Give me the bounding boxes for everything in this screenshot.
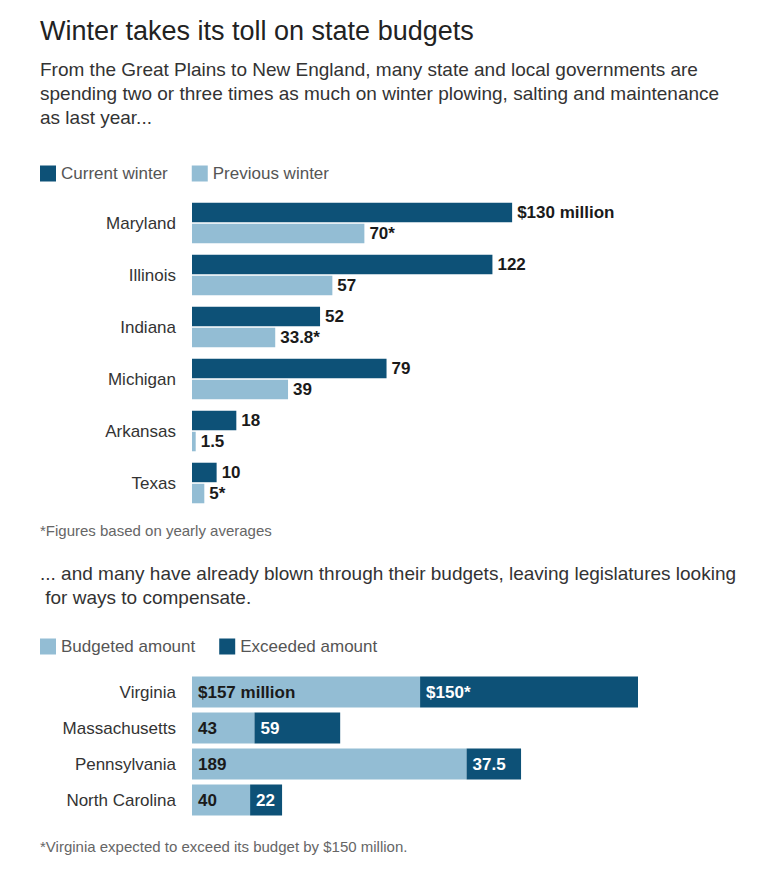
- svg-text:*Figures based on yearly avera: *Figures based on yearly averages: [40, 522, 272, 539]
- svg-text:Indiana: Indiana: [120, 318, 176, 337]
- svg-text:Massachusetts: Massachusetts: [63, 719, 176, 738]
- svg-text:*Virginia expected to exceed i: *Virginia expected to exceed its budget …: [40, 838, 407, 855]
- svg-text:43: 43: [198, 719, 217, 738]
- svg-text:Illinois: Illinois: [129, 266, 176, 285]
- svg-text:Budgeted amount: Budgeted amount: [61, 637, 195, 656]
- svg-text:for ways to compensate.: for ways to compensate.: [40, 587, 251, 608]
- svg-text:5*: 5*: [209, 484, 225, 503]
- svg-text:as last year...: as last year...: [40, 107, 152, 128]
- svg-text:spending two or three times as: spending two or three times as much on w…: [40, 83, 724, 104]
- svg-text:Current winter: Current winter: [61, 164, 168, 183]
- svg-text:57: 57: [337, 276, 356, 295]
- svg-text:1.5: 1.5: [201, 432, 225, 451]
- svg-text:52: 52: [325, 307, 344, 326]
- svg-text:From the Great Plains to New E: From the Great Plains to New England, ma…: [40, 59, 703, 80]
- svg-text:Michigan: Michigan: [108, 370, 176, 389]
- svg-text:... and many have already blow: ... and many have already blown through …: [40, 563, 736, 584]
- svg-text:18: 18: [241, 411, 260, 430]
- svg-text:10: 10: [222, 463, 241, 482]
- svg-text:37.5: 37.5: [473, 755, 506, 774]
- svg-text:Texas: Texas: [132, 474, 176, 493]
- svg-text:33.8*: 33.8*: [280, 328, 320, 347]
- svg-text:Virginia: Virginia: [120, 683, 177, 702]
- svg-text:122: 122: [497, 255, 525, 274]
- svg-text:Winter takes its toll on state: Winter takes its toll on state budgets: [40, 16, 474, 46]
- svg-text:Exceeded amount: Exceeded amount: [240, 637, 377, 656]
- svg-text:79: 79: [392, 359, 411, 378]
- svg-text:39: 39: [293, 380, 312, 399]
- svg-text:$150*: $150*: [426, 683, 471, 702]
- svg-text:Previous winter: Previous winter: [213, 164, 330, 183]
- svg-text:$157 million: $157 million: [198, 683, 295, 702]
- svg-text:70*: 70*: [369, 224, 395, 243]
- svg-text:Maryland: Maryland: [106, 214, 176, 233]
- svg-text:Arkansas: Arkansas: [105, 422, 176, 441]
- svg-text:North Carolina: North Carolina: [66, 791, 176, 810]
- svg-text:$130 million: $130 million: [517, 203, 614, 222]
- svg-text:189: 189: [198, 755, 226, 774]
- svg-text:Pennsylvania: Pennsylvania: [75, 755, 177, 774]
- svg-text:40: 40: [198, 791, 217, 810]
- svg-text:22: 22: [256, 791, 275, 810]
- svg-text:59: 59: [260, 719, 279, 738]
